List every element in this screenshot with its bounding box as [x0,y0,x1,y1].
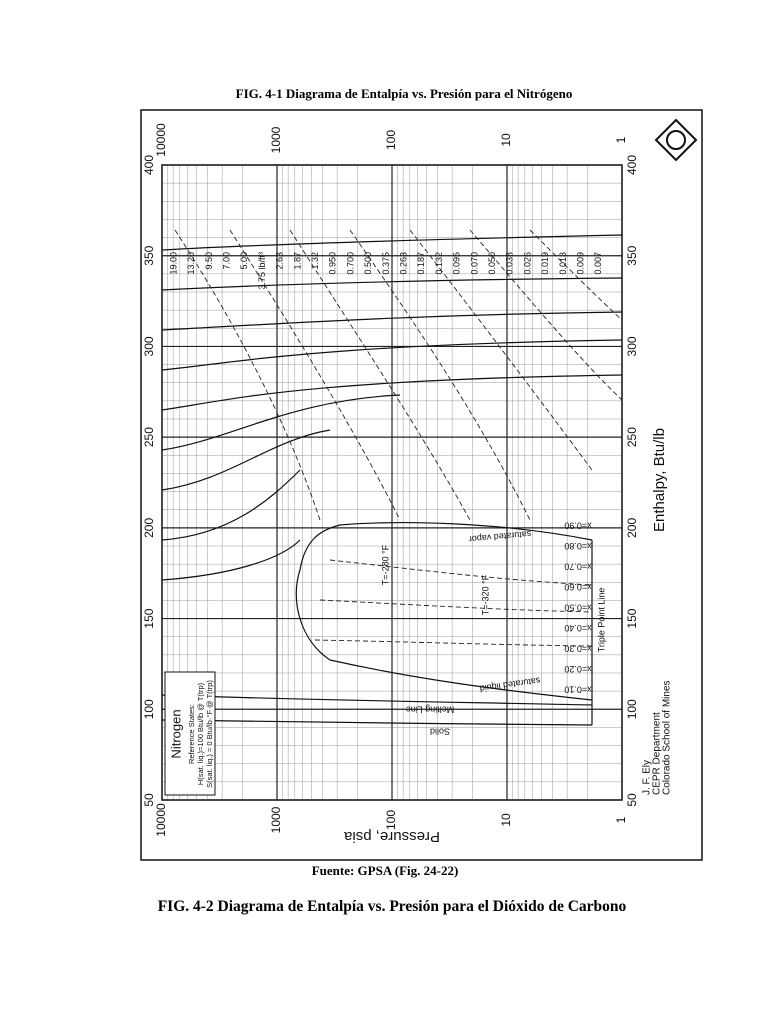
x-tick-label: 10 [499,133,513,147]
quality-label: x=0.60 [564,582,591,592]
x-tick-label: 1000 [269,126,283,153]
y-tick-label: 100 [625,699,639,719]
quality-label: x=0.40 [564,623,591,633]
density-label: 0.038 [505,252,515,275]
x-tick-label: 1 [614,816,628,823]
y-tick-label: 250 [625,427,639,447]
density-label: 0.132 [434,252,444,275]
density-label: 0.009 [575,252,585,275]
quality-lines [314,559,593,647]
density-label: 1.32 [310,252,320,270]
melting-line [161,694,593,706]
x-tick-label: 100 [384,130,398,150]
x-tick-label: 10 [499,813,513,827]
quality-label: x=0.50 [564,603,591,613]
y-tick-label: 50 [625,793,639,807]
density-label: 19.00 [168,252,178,275]
density-label: 0.375 [381,252,391,275]
logo [654,118,698,162]
density-label: 0.070 [469,252,479,275]
x-tick-label: 10000 [154,803,168,837]
legend-box [164,671,216,796]
saturation-dome [295,522,593,701]
y-axis-title: Enthalpy, Btu/lb [651,428,668,532]
curve-label: saturated vapor [468,529,531,544]
density-lines [174,229,623,521]
density-label: 13.20 [186,252,196,275]
legend-text: H(sat. liq.)=100 Btu/lb @ T(trp) [196,682,205,785]
y-tick-label: 100 [142,699,156,719]
y-tick-label: 200 [625,518,639,538]
curve-label: Melting Line [406,705,455,715]
quality-label: x=0.20 [564,664,591,674]
y-tick-label: 400 [625,155,639,175]
density-label: 9.50 [204,252,214,270]
y-tick-label: 250 [142,427,156,447]
y-tick-label: 50 [142,793,156,807]
y-tick-label: 150 [142,608,156,628]
density-label: 3.75 lb/ft³ [257,252,267,290]
density-label: 2.63 [275,252,285,270]
curve-label: Solid [430,727,450,737]
legend-text: Reference States: [187,704,196,764]
density-label: 0.187 [416,252,426,275]
y-tick-label: 400 [142,155,156,175]
y-tick-label: 300 [142,336,156,356]
density-label: 7.00 [221,252,231,270]
curve-label: T=-280 °F [380,544,390,585]
x-tick-label: 1 [614,136,628,143]
density-label: 0.263 [398,252,408,275]
y-tick-label: 350 [142,245,156,265]
credit: CEPR Department [652,712,663,795]
y-tick-label: 300 [625,336,639,356]
solid-line [161,719,593,726]
density-label: 0.013 [558,252,568,275]
x-tick-label: 10000 [154,123,168,157]
quality-label: x=0.70 [564,562,591,572]
density-label: 0.026 [522,252,532,275]
credit: Colorado School of Mines [662,680,673,795]
density-label: 0.019 [540,252,550,275]
isotherms [161,234,623,581]
source-note: Fuente: GPSA (Fig. 24-22) [311,863,459,878]
y-tick-label: 350 [625,245,639,265]
quality-label: x=0.10 [564,685,591,695]
y-tick-label: 200 [142,518,156,538]
quality-label: x=0.90 [564,521,591,531]
density-label: 0.050 [487,252,497,275]
x-tick-label: 100 [384,810,398,830]
quality-label: x=0.30 [564,644,591,654]
density-label: 5.00 [239,252,249,270]
curve-label: Triple Point Line [596,588,606,653]
density-label: 0.500 [363,252,373,275]
curve-label: T=-320 °F [480,574,490,615]
density-label: 0.095 [452,252,462,275]
grid [161,164,623,801]
x-axis-title: Pressure, psia [343,828,440,845]
density-label: 0.700 [345,252,355,275]
y-tick-label: 150 [625,608,639,628]
credit: J. F. Ely [642,760,653,795]
quality-label: x=0.80 [564,541,591,551]
x-tick-label: 1000 [269,806,283,833]
legend-title: Nitrogen [168,709,183,758]
figure-caption: FIG. 4-2 Diagrama de Entalpía vs. Presió… [157,898,627,915]
density-label: 0.007 [593,252,603,275]
density-label: 1.87 [292,252,302,270]
legend-text: S(sat. liq.) = 0 Btu/lb·°F @ T(trp) [205,680,214,788]
figure-frame [140,109,703,861]
figure-caption: FIG. 4-1 Diagrama de Entalpía vs. Presió… [235,86,573,101]
density-label: 0.950 [328,252,338,275]
